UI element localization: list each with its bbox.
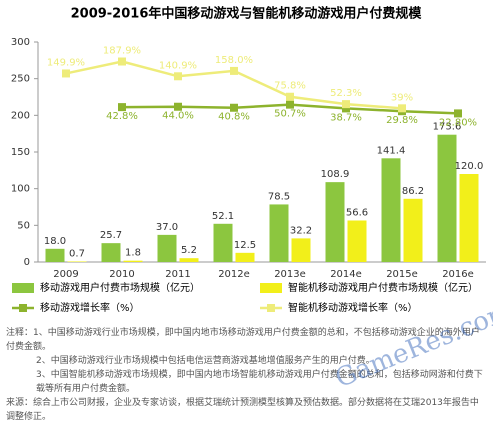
line-marker: [230, 66, 238, 75]
bar: [101, 243, 121, 262]
note: 注释：1、中国移动游戏行业市场规模，即中国内地市场移动游戏用户付费金额的总和，不…: [6, 328, 480, 352]
notes: 注释：1、中国移动游戏行业市场规模，即中国内地市场移动游戏用户付费金额的总和，不…: [6, 326, 486, 424]
y-tick-label: 100: [11, 184, 30, 195]
bar: [381, 158, 401, 262]
data-label: 1.8: [125, 248, 141, 259]
x-tick-label: 2014e: [330, 269, 362, 280]
line-marker: [230, 103, 238, 112]
legend-swatch: [12, 283, 34, 293]
bar: [45, 248, 65, 262]
legend-swatch: [19, 304, 27, 312]
data-label: 78.5: [268, 191, 290, 202]
bar: [403, 198, 423, 262]
line-marker: [342, 100, 350, 109]
x-tick-label: 2016e: [442, 269, 474, 280]
bar: [179, 258, 199, 262]
data-label: 56.6: [346, 207, 368, 218]
x-tick-label: 2012e: [218, 269, 250, 280]
data-label: 120.0: [455, 161, 484, 172]
bar: [123, 260, 143, 262]
legend-swatch: [267, 304, 275, 312]
bar: [157, 234, 177, 262]
x-tick-label: 2015e: [386, 269, 418, 280]
data-label: 42.8%: [106, 111, 138, 122]
line-marker: [342, 104, 350, 113]
bar: [325, 182, 345, 262]
y-tick-label: 300: [11, 37, 30, 48]
bar: [67, 261, 87, 262]
data-label: 50.7%: [274, 109, 306, 120]
x-tick-label: 2011: [165, 269, 190, 280]
data-label: 40.8%: [218, 112, 250, 123]
line-marker: [286, 100, 294, 109]
line-marker: [62, 69, 70, 78]
legend-label: 智能机移动游戏用户付费市场规模（亿元）: [288, 281, 478, 294]
data-label: 140.9%: [159, 60, 197, 71]
data-label: 22.80%: [439, 117, 477, 128]
legend-label: 智能机移动游戏增长率（%）: [288, 301, 418, 314]
y-tick-label: 200: [11, 110, 30, 121]
y-tick-label: 250: [11, 74, 30, 85]
y-tick-label: 150: [11, 147, 30, 158]
data-label: 187.9%: [103, 46, 141, 57]
chart-title: 2009-2016年中国移动游戏与智能机移动游戏用户付费规模: [71, 6, 423, 22]
bar: [235, 252, 255, 262]
x-tick-label: 2013e: [274, 269, 306, 280]
bar: [347, 220, 367, 262]
data-label: 32.2: [290, 225, 312, 236]
data-label: 173.6: [433, 122, 462, 133]
x-tick-label: 2009: [53, 269, 78, 280]
x-tick-label: 2010: [109, 269, 134, 280]
data-label: 52.1: [212, 211, 234, 222]
data-label: 141.4: [377, 145, 406, 156]
data-label: 39%: [391, 92, 413, 103]
data-label: 12.5: [234, 240, 256, 251]
data-label: 52.3%: [330, 88, 362, 99]
data-label: 149.9%: [47, 57, 85, 68]
data-label: 37.0: [156, 222, 178, 233]
line-marker: [174, 102, 182, 111]
data-label: 18.0: [44, 236, 66, 247]
line-marker: [118, 103, 126, 112]
data-label: 0.7: [69, 248, 85, 259]
data-label: 25.7: [100, 230, 122, 241]
y-tick-label: 50: [17, 220, 30, 231]
data-label: 5.2: [181, 245, 197, 256]
data-label: 75.8%: [274, 81, 306, 92]
data-label: 29.8%: [386, 115, 418, 126]
data-label: 158.0%: [215, 55, 253, 66]
legend-label: 移动游戏用户付费市场规模（亿元）: [40, 281, 200, 294]
line-marker: [118, 57, 126, 66]
data-label: 38.7%: [330, 112, 362, 123]
note: 2、中国移动游戏行业市场规模中包括电信运营商游戏基地增值服务产生的用户付费。: [36, 356, 375, 366]
line-marker: [174, 72, 182, 81]
note: 3、中国智能机移动游戏市场规模，即中国内地市场智能机移动游戏用户付费金额的总和，…: [36, 370, 483, 394]
bar: [437, 134, 457, 262]
note: 来源：综合上市公司财报，企业及专家访谈，根据艾瑞统计预测模型核算及预估数据。部分…: [6, 398, 479, 422]
bar: [459, 174, 479, 262]
chart: 2009-2016年中国移动游戏与智能机移动游戏用户付费规模 0 50 100 150…: [11, 6, 486, 314]
data-label: 44.0%: [162, 111, 194, 122]
legend-label: 移动游戏增长率（%）: [40, 301, 140, 314]
bar: [213, 223, 233, 262]
line-marker: [286, 92, 294, 101]
bar: [291, 238, 311, 262]
legend-swatch: [260, 283, 282, 293]
line-marker: [454, 109, 462, 118]
line-marker: [398, 104, 406, 113]
data-label: 108.9: [321, 169, 350, 180]
data-label: 86.2: [402, 186, 424, 197]
bar: [269, 204, 289, 262]
y-tick-label: 0: [24, 257, 30, 268]
